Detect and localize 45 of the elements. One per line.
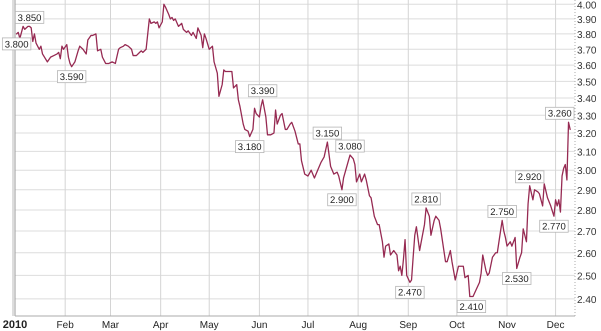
- y-tick-label: 3.70: [577, 45, 597, 56]
- annotation: 2.470: [398, 288, 422, 299]
- x-tick-label: 2010: [2, 319, 28, 331]
- y-tick-label: 3.20: [577, 129, 597, 140]
- annotation: 3.150: [315, 128, 340, 140]
- x-tick-label: Nov: [498, 320, 516, 331]
- y-tick-label: 2.50: [577, 271, 597, 282]
- y-tick-label: 4.00: [577, 0, 597, 12]
- annotation: 3.390: [250, 86, 275, 98]
- y-tick-label: 2.80: [577, 206, 597, 218]
- annotation: 2.920: [518, 172, 542, 184]
- y-tick-label: 3.80: [577, 30, 597, 41]
- annotation: 3.800: [4, 39, 29, 50]
- y-tick-label: 3.30: [577, 111, 597, 122]
- y-tick-label: 3.40: [577, 94, 597, 106]
- annotation: 2.530: [504, 274, 529, 285]
- y-tick-label: 2.90: [577, 186, 597, 197]
- y-tick-label: 3.00: [577, 166, 597, 178]
- y-tick-label: 3.50: [577, 77, 597, 88]
- x-tick-label: Oct: [449, 320, 465, 331]
- annotation: 2.900: [330, 195, 354, 206]
- annotation: 2.750: [490, 206, 514, 218]
- annotation: 2.770: [542, 222, 566, 233]
- y-tick-label: 2.70: [577, 226, 597, 238]
- x-tick-label: Mar: [102, 320, 120, 331]
- annotation: 3.260: [548, 108, 572, 120]
- annotation: 3.590: [60, 72, 84, 84]
- x-tick-label: Apr: [152, 320, 170, 331]
- annotation: 2.810: [414, 194, 438, 206]
- annotation: 3.850: [18, 12, 42, 24]
- x-tick-label: Aug: [349, 320, 368, 331]
- y-tick-label: 3.60: [577, 61, 597, 72]
- y-tick-label: 2.60: [577, 248, 597, 260]
- x-tick-label: Feb: [56, 320, 74, 331]
- x-tick-label: Dec: [546, 320, 564, 331]
- annotation: 3.180: [238, 142, 262, 154]
- y-tick-label: 2.40: [577, 294, 597, 306]
- x-tick-label: Jun: [251, 320, 268, 331]
- x-tick-label: Jul: [302, 320, 314, 331]
- annotation: 3.080: [338, 141, 362, 152]
- y-tick-label: 3.10: [577, 147, 597, 158]
- y-tick-label: 3.90: [577, 14, 597, 26]
- x-tick-label: Sep: [399, 320, 418, 331]
- x-tick-label: May: [200, 320, 219, 331]
- annotation: 2.410: [460, 302, 484, 313]
